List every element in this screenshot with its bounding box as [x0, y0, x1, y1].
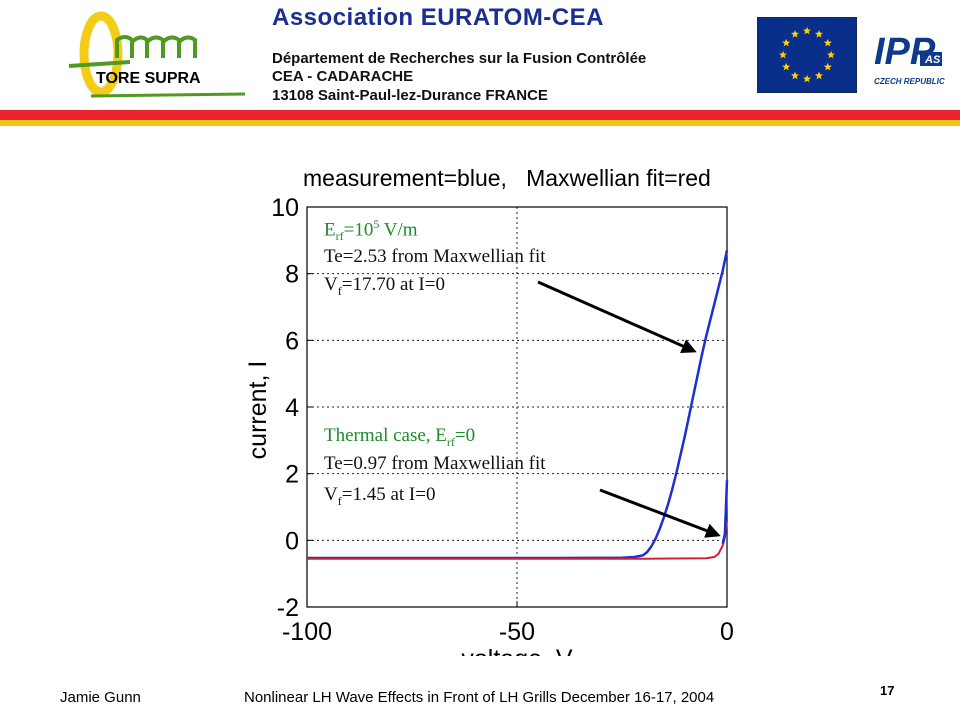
eu-star-icon: [803, 74, 811, 83]
header-stripe: [0, 110, 960, 126]
tore-supra-label: TORE SUPRA: [96, 70, 201, 87]
eu-star-icon: [823, 38, 832, 47]
eu-star-icon: [803, 26, 811, 35]
hot-field-label: Erf=105 V/m: [324, 217, 418, 244]
y-tick-label: 10: [271, 194, 299, 222]
tore-supra-logo: [68, 11, 246, 98]
page-number: 17: [880, 683, 895, 698]
eu-star-icon: [782, 38, 791, 47]
x-axis-label: voltage, V: [461, 645, 573, 673]
eu-star-icon: [815, 30, 823, 38]
thermal-vf-label: Vf=1.45 at I=0: [324, 484, 436, 508]
hot-te-label: Te=2.53 from Maxwellian fit: [324, 246, 546, 267]
ipp-logo-country: CZECH REPUBLIC: [874, 77, 945, 86]
thermal-te-label: Te=0.97 from Maxwellian fit: [324, 453, 546, 474]
eu-star-icon: [827, 50, 835, 59]
series-line-4: [721, 480, 729, 544]
ipp-logo-sub: AS: [924, 54, 941, 66]
x-tick-label: -50: [499, 618, 535, 646]
address-line: 13108 Saint-Paul-lez-Durance FRANCE: [272, 87, 548, 104]
footer-author: Jamie Gunn: [60, 689, 141, 706]
eu-star-icon: [791, 30, 799, 38]
thermal-field-label: Thermal case, Erf=0: [324, 425, 476, 449]
y-tick-label: 2: [285, 461, 299, 489]
eu-star-icon: [779, 50, 787, 59]
series-line-1: [307, 503, 670, 559]
chart-title: measurement=blue, Maxwellian fit=red: [303, 165, 711, 191]
x-tick-label: -100: [282, 618, 332, 646]
y-tick-label: -2: [277, 594, 299, 622]
y-tick-label: 8: [285, 261, 299, 289]
x-tick-label: 0: [720, 618, 734, 646]
site-line: CEA - CADARACHE: [272, 68, 414, 85]
y-tick-label: 6: [285, 327, 299, 355]
eu-star-icon: [791, 71, 799, 80]
series-line-2: [307, 250, 729, 560]
footer-talk-title: Nonlinear LH Wave Effects in Front of LH…: [244, 689, 715, 706]
hot-vf-label: Vf=17.70 at I=0: [324, 274, 445, 298]
thermal-case-arrow: [599, 488, 721, 538]
eu-star-icon: [815, 71, 823, 80]
hot-case-arrow: [537, 280, 697, 354]
y-axis-label: current, I: [244, 361, 272, 460]
eu-flag-icon: [757, 17, 857, 93]
eu-star-icon: [823, 62, 832, 71]
y-tick-label: 4: [285, 394, 299, 422]
department-line: Département de Recherches sur la Fusion …: [272, 50, 647, 67]
ipp-logo: IPP AS CZECH REPUBLIC: [870, 22, 948, 90]
header-title: Association EURATOM-CEA: [272, 4, 604, 31]
eu-star-icon: [782, 62, 791, 71]
y-tick-label: 0: [285, 527, 299, 555]
